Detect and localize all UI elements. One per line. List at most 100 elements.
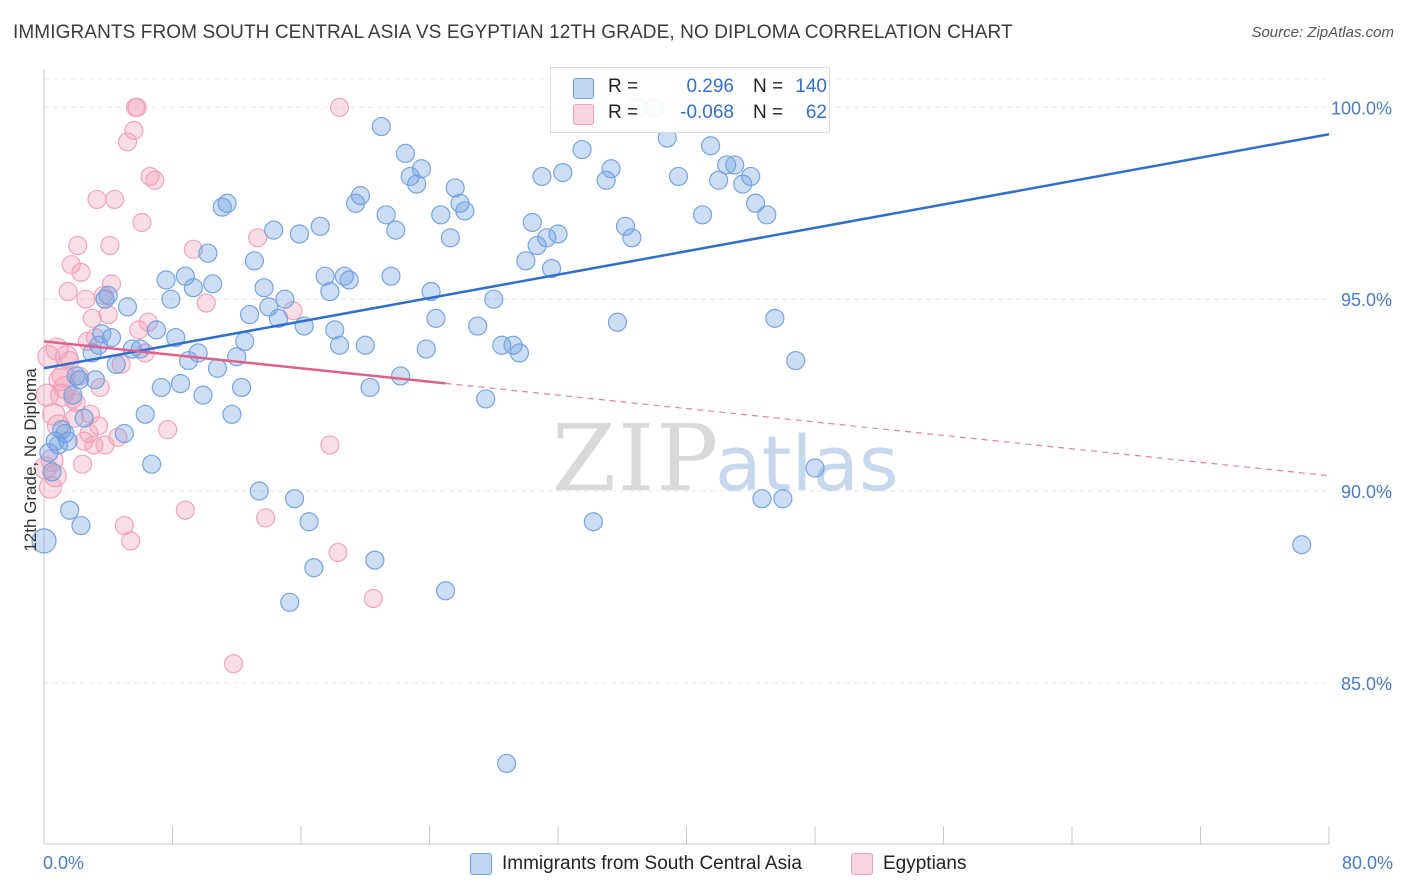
y-axis-label: 12th Grade, No Diploma xyxy=(21,368,40,552)
data-point-blue xyxy=(264,220,284,240)
data-point-blue xyxy=(222,404,242,424)
data-point-blue xyxy=(360,377,380,398)
data-point-blue xyxy=(355,335,375,355)
data-point-blue xyxy=(522,212,542,233)
data-point-blue xyxy=(668,166,689,187)
data-point-blue xyxy=(376,205,396,225)
data-point-blue xyxy=(426,308,446,328)
data-point-blue xyxy=(299,512,319,532)
data-point-pink xyxy=(145,170,165,190)
data-point-blue xyxy=(55,423,75,444)
data-point-blue xyxy=(166,327,186,348)
data-point-pink xyxy=(79,423,99,444)
legend-n-label: N = xyxy=(753,102,784,123)
data-point-blue xyxy=(741,166,761,187)
data-point-blue xyxy=(60,500,80,520)
trend-line-blue xyxy=(43,132,1330,370)
data-point-blue xyxy=(431,205,451,225)
data-point-blue xyxy=(805,458,825,478)
data-point-blue xyxy=(435,581,456,601)
data-point-pink xyxy=(105,189,125,210)
data-point-blue xyxy=(527,235,547,256)
data-point-pink xyxy=(82,308,102,328)
data-point-blue xyxy=(310,216,330,236)
data-point-blue xyxy=(151,377,171,398)
legend-label: Immigrants from South Central Asia xyxy=(502,853,802,874)
data-point-blue xyxy=(440,228,460,248)
data-point-blue xyxy=(596,170,616,190)
data-point-blue xyxy=(622,228,642,248)
data-point-pink xyxy=(84,435,104,455)
x-tick-label-max: 80.0% xyxy=(1341,853,1393,873)
data-point-pink xyxy=(363,588,383,609)
data-point-blue xyxy=(371,116,391,137)
data-point-blue xyxy=(106,354,126,375)
stats-legend: R = 0.296 N = 140 R = -0.068 N = 62 xyxy=(550,67,830,133)
data-point-blue xyxy=(268,308,289,328)
data-point-blue xyxy=(773,489,793,509)
chart-title: IMMIGRANTS FROM SOUTH CENTRAL ASIA VS EG… xyxy=(13,22,1013,43)
data-point-blue xyxy=(284,489,305,509)
data-point-blue xyxy=(411,159,432,179)
data-point-blue xyxy=(231,377,252,398)
data-point-blue xyxy=(339,270,359,290)
data-point-blue xyxy=(445,178,465,198)
data-point-blue xyxy=(532,166,552,187)
data-point-blue xyxy=(275,289,295,309)
data-point-blue xyxy=(161,289,181,309)
data-point-pink xyxy=(100,235,120,256)
data-point-blue xyxy=(48,435,69,455)
data-point-blue xyxy=(329,335,350,355)
data-point-blue xyxy=(198,243,218,263)
x-tick-label-min: 0.0% xyxy=(43,853,85,873)
y-tick-label: 85.0% xyxy=(1341,674,1392,694)
data-point-blue xyxy=(407,174,427,194)
data-point-blue xyxy=(717,155,737,175)
trend-lines xyxy=(43,132,1330,477)
trend-line-pink-dashed xyxy=(445,382,1330,477)
data-point-pink xyxy=(248,228,268,248)
data-point-blue xyxy=(320,281,340,302)
data-point-blue xyxy=(117,297,138,317)
data-point-blue xyxy=(786,350,806,371)
data-point-pink xyxy=(124,120,144,140)
data-point-pink xyxy=(328,542,348,563)
data-point-blue xyxy=(709,170,729,190)
data-point-blue xyxy=(217,193,237,213)
data-point-pink xyxy=(256,508,276,528)
data-point-pink xyxy=(64,408,85,428)
data-point-blue xyxy=(240,304,260,325)
data-point-pink xyxy=(158,420,178,440)
data-point-blue xyxy=(386,220,406,240)
data-point-blue xyxy=(74,408,94,428)
data-point-pink xyxy=(71,262,91,282)
data-point-pink xyxy=(196,293,216,313)
data-point-blue xyxy=(692,205,713,225)
data-point-blue xyxy=(509,343,530,363)
data-point-blue xyxy=(92,324,112,344)
data-point-blue xyxy=(455,201,475,221)
data-point-pink xyxy=(38,475,63,499)
data-point-blue xyxy=(315,266,335,286)
data-point-blue xyxy=(235,331,255,352)
data-point-pink xyxy=(76,289,96,309)
data-point-blue xyxy=(42,462,62,482)
data-point-blue xyxy=(114,423,134,444)
legend-n-value: 62 xyxy=(805,102,827,123)
y-tick-labels: 85.0% 90.0% 95.0% 100.0% xyxy=(1331,98,1392,693)
data-point-blue xyxy=(1292,535,1312,555)
data-point-blue xyxy=(745,193,766,213)
data-point-pink xyxy=(320,435,340,455)
legend-r-value: 0.296 xyxy=(686,76,734,97)
data-point-pink xyxy=(87,189,107,210)
legend-swatch-blue xyxy=(573,78,594,99)
data-point-blue xyxy=(289,224,309,244)
data-point-blue xyxy=(31,528,57,554)
data-point-pink xyxy=(58,281,78,302)
data-point-pink xyxy=(175,500,195,520)
data-point-pink xyxy=(121,531,141,551)
data-point-blue xyxy=(146,320,167,340)
data-point-blue xyxy=(381,266,401,286)
data-point-blue xyxy=(325,320,345,340)
data-point-blue xyxy=(541,258,562,279)
